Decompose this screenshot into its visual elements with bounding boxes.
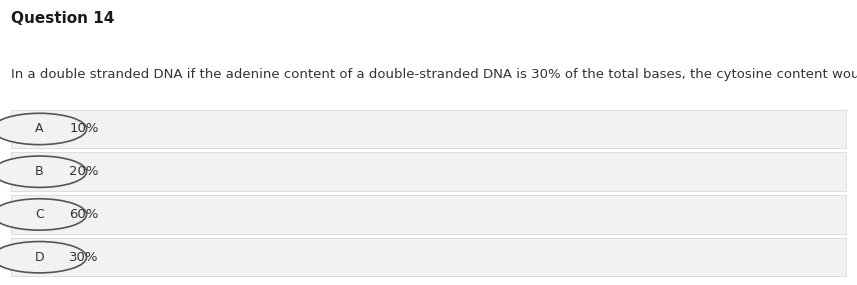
Text: Question 14: Question 14 — [11, 11, 115, 27]
Text: 10%: 10% — [69, 123, 99, 135]
Text: B: B — [35, 165, 44, 178]
Text: D: D — [34, 251, 45, 264]
Text: C: C — [35, 208, 44, 221]
FancyBboxPatch shape — [11, 152, 846, 191]
Circle shape — [0, 156, 87, 188]
Text: 30%: 30% — [69, 251, 99, 264]
Circle shape — [0, 113, 87, 145]
FancyBboxPatch shape — [11, 195, 846, 234]
Text: 20%: 20% — [69, 165, 99, 178]
Circle shape — [0, 199, 87, 230]
Circle shape — [0, 241, 87, 273]
FancyBboxPatch shape — [11, 238, 846, 276]
Text: A: A — [35, 123, 44, 135]
FancyBboxPatch shape — [11, 110, 846, 148]
Text: In a double stranded DNA if the adenine content of a double-stranded DNA is 30% : In a double stranded DNA if the adenine … — [11, 68, 857, 82]
Text: 60%: 60% — [69, 208, 99, 221]
